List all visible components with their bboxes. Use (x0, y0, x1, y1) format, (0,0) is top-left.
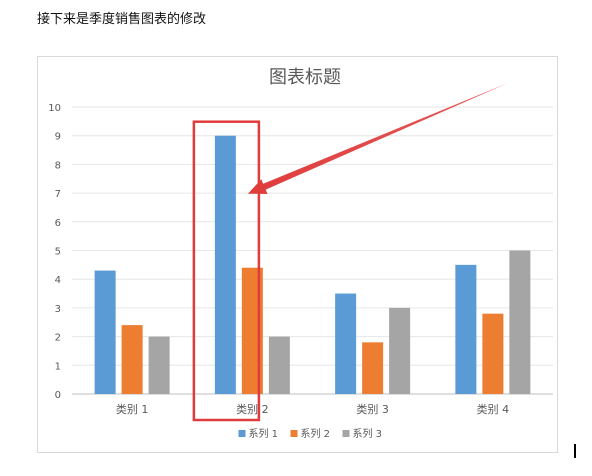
chart-title: 图表标题 (269, 67, 341, 88)
legend-label: 系列 2 (301, 427, 331, 440)
legend-swatch (238, 430, 246, 437)
gridlines (72, 106, 553, 395)
x-tick-label: 类别 4 (477, 402, 510, 416)
bar-2-4 (482, 313, 504, 394)
legend-label: 系列 3 (353, 427, 383, 440)
y-tick-label: 8 (55, 160, 61, 171)
annotations (192, 83, 508, 422)
pointer-arrow (247, 83, 508, 194)
y-tick-label: 3 (55, 304, 61, 315)
bar-1-3 (335, 293, 357, 394)
intro-text: 接下来是季度销售图表的修改 (37, 12, 207, 27)
y-tick-label: 1 (55, 361, 61, 372)
bar-1-2 (214, 135, 236, 394)
text-cursor (574, 444, 576, 458)
x-tick-label: 类别 2 (236, 402, 269, 416)
bar-1-4 (455, 264, 477, 394)
bar-2-1 (121, 325, 143, 394)
y-tick-label: 4 (55, 275, 61, 286)
bar-3-3 (389, 307, 411, 394)
x-tick-label: 类别 3 (356, 402, 389, 416)
y-tick-label: 0 (55, 390, 61, 401)
y-tick-label: 5 (55, 247, 61, 258)
bar-1-1 (94, 270, 116, 394)
legend: 系列 1 系列 2 系列 3 (238, 427, 383, 440)
bar-2-3 (362, 342, 384, 394)
y-tick-label: 10 (48, 103, 61, 114)
y-tick-label: 9 (55, 132, 61, 143)
highlight-box (192, 120, 261, 422)
y-tick-label: 6 (55, 218, 61, 229)
bar-3-1 (148, 336, 170, 394)
legend-label: 系列 1 (249, 427, 279, 440)
y-tick-label: 7 (55, 189, 61, 200)
x-axis-ticks: 类别 1 类别 2 类别 3 类别 4 (116, 402, 509, 416)
y-tick-label: 2 (55, 333, 61, 344)
bars (94, 135, 531, 394)
y-axis-ticks: 0 1 2 3 4 5 6 7 8 9 10 (48, 103, 61, 401)
x-tick-label: 类别 1 (116, 402, 149, 416)
bar-3-4 (509, 250, 531, 394)
legend-swatch (342, 430, 350, 437)
legend-swatch (290, 430, 298, 437)
bar-3-2 (268, 336, 290, 394)
